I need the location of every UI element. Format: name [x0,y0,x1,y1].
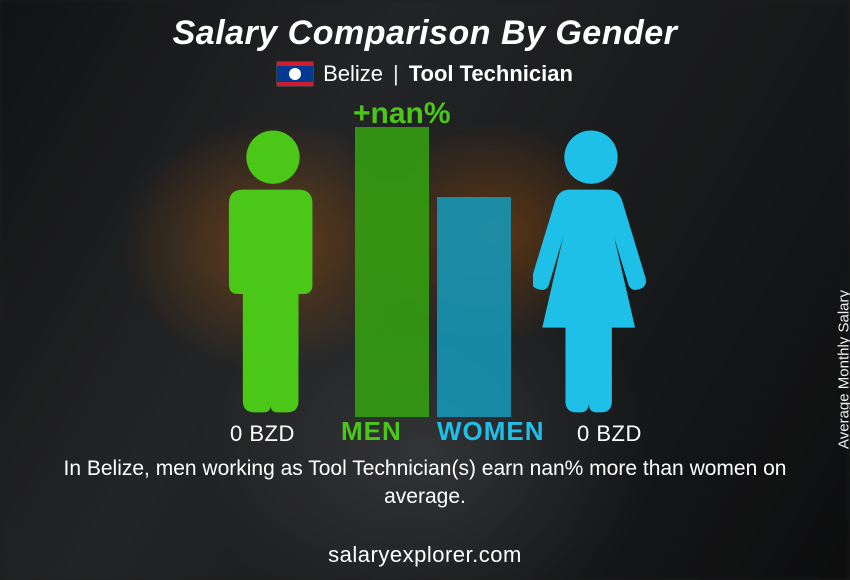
men-figure [203,127,343,417]
footer-brand: salaryexplorer.com [0,542,850,568]
men-label: MEN [341,416,402,447]
woman-icon [533,127,649,417]
country-label: Belize [323,61,383,87]
separator: | [393,61,399,87]
flag-bot [277,82,313,86]
subtitle-line: Belize | Tool Technician [277,61,573,87]
men-bar [355,127,429,417]
content-wrap: Salary Comparison By Gender Belize | Too… [0,0,850,580]
man-icon [215,127,331,417]
page-title: Salary Comparison By Gender [173,14,678,53]
women-amount: 0 BZD [577,421,642,447]
women-label: WOMEN [437,416,545,447]
women-figure [521,127,661,417]
job-label: Tool Technician [409,61,573,87]
flag-emblem [289,68,301,80]
chart-area: +nan% 0 BZD MEN WOMEN 0 BZD [75,93,775,453]
percent-difference-label: +nan% [353,97,451,131]
y-axis-label: Average Monthly Salary [836,290,850,449]
women-bar [437,197,511,417]
men-amount: 0 BZD [230,421,295,447]
flag-icon [277,62,313,86]
flag-top [277,62,313,66]
summary-note: In Belize, men working as Tool Technicia… [35,455,815,512]
